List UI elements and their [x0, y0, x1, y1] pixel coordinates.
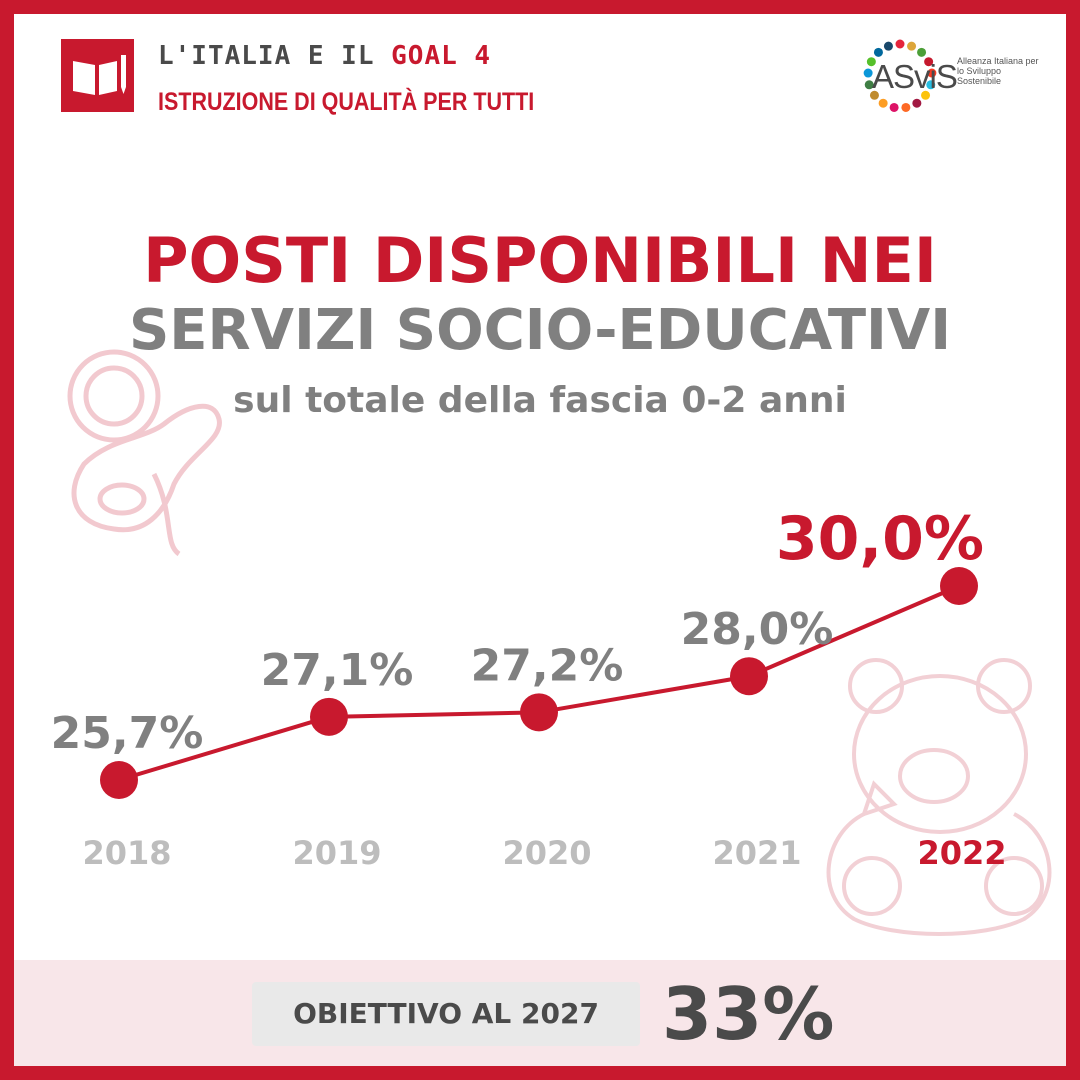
- teddy-bear-icon: [826, 658, 1052, 936]
- value-label-2018: 25,7%: [51, 708, 204, 759]
- year-label-2022: 2022: [917, 834, 1006, 872]
- target-value: 33%: [662, 972, 835, 1056]
- value-label-2021: 28,0%: [681, 604, 834, 655]
- header-goal-subtitle: ISTRUZIONE DI QUALITÀ PER TUTTI: [158, 88, 535, 116]
- header-goal-title: L'ITALIA E IL GOAL 4: [158, 41, 492, 71]
- chart-title-line2: SERVIZI SOCIO-EDUCATIVI: [128, 298, 952, 363]
- data-point-2022: [940, 567, 978, 605]
- chart-subtitle: sul totale della fascia 0-2 anni: [233, 380, 847, 421]
- pacifier-icon: [67, 349, 222, 557]
- asvis-logo-ring-icon: [863, 39, 937, 112]
- chart-title: POSTI DISPONIBILI NEI: [143, 224, 937, 297]
- year-label-2021: 2021: [712, 834, 801, 872]
- target-label-pill: [252, 982, 640, 1046]
- asvis-logo-subtitle: Alleanza Italiana per lo Sviluppo Sosten…: [957, 56, 1039, 86]
- data-point-2021: [730, 657, 768, 696]
- infographic-frame: L'ITALIA E IL GOAL 4 ISTRUZIONE DI QUALI…: [14, 14, 1066, 1066]
- year-label-2018: 2018: [82, 834, 171, 872]
- year-label-2020: 2020: [502, 834, 591, 872]
- data-point-2019: [310, 697, 348, 736]
- data-point-2018: [100, 761, 138, 799]
- data-point-2020: [520, 693, 558, 732]
- target-label: OBIETTIVO AL 2027: [293, 997, 599, 1030]
- year-label-2019: 2019: [292, 834, 381, 872]
- asvis-logo-text: ASviS: [872, 58, 958, 95]
- line-chart: 25,7% 2018 27,1% 2019 27,2% 2020 28,0% 2021 30,0…: [51, 349, 1052, 936]
- header-goal-number: GOAL 4: [391, 41, 492, 71]
- value-label-2020: 27,2%: [471, 640, 624, 691]
- value-label-2022: 30,0%: [776, 504, 984, 574]
- book-icon: [61, 39, 134, 112]
- value-label-2019: 27,1%: [261, 645, 414, 696]
